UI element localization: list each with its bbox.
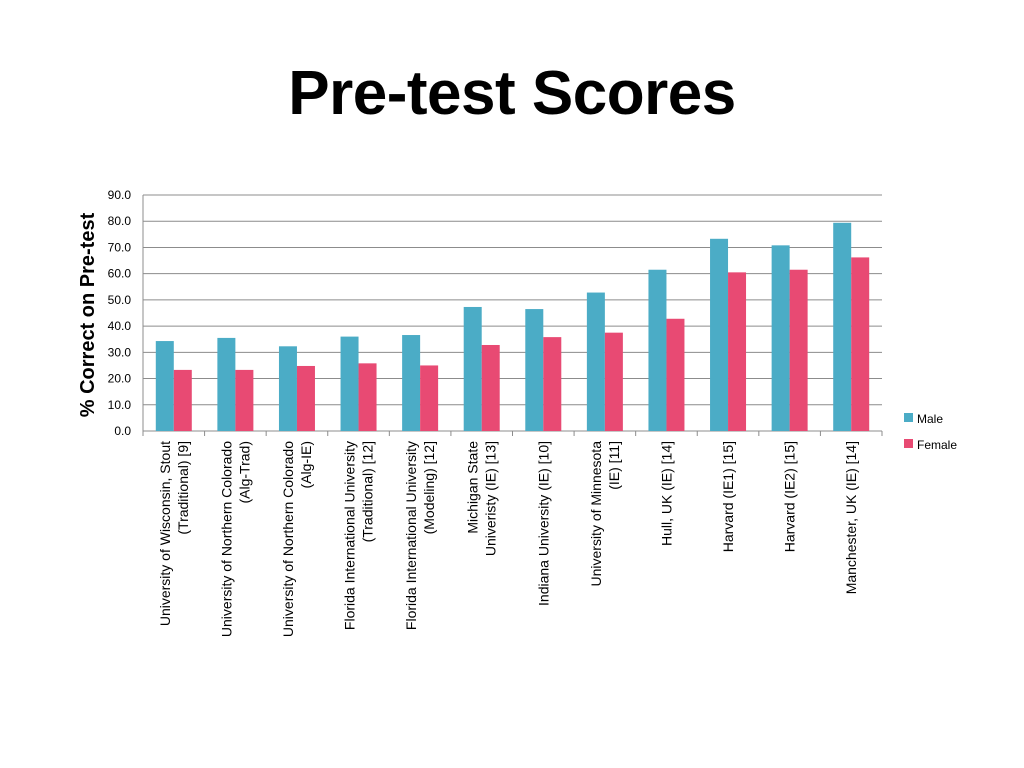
bar-female: [543, 337, 562, 431]
category-label: Florida International University (Modelin…: [403, 441, 437, 630]
category-label: Manchester, UK (IE) [14]: [843, 441, 859, 594]
legend: Male Female: [904, 412, 957, 452]
bar-male: [340, 336, 359, 431]
bar-female: [420, 365, 439, 431]
bar-female: [728, 272, 747, 431]
bar-female: [235, 369, 254, 431]
y-tick-label: 70.0: [108, 240, 132, 254]
y-axis-label: % Correct on Pre-test: [77, 212, 99, 417]
bar-female: [666, 318, 685, 431]
category-label: Harvard (IE2) [15]: [782, 441, 798, 552]
y-tick-label: 20.0: [108, 372, 132, 386]
category-label: Florida International University (Traditi…: [342, 441, 376, 630]
category-label: Harvard (IE1) [15]: [720, 441, 736, 552]
bar-male: [833, 222, 852, 431]
y-tick-labels: 0.0 10.0 20.0 30.0 40.0 50.0 60.0 70.0 80.0 90.0: [108, 188, 132, 438]
y-tick-label: 60.0: [108, 267, 132, 281]
bar-female: [358, 363, 377, 431]
bar-male: [278, 346, 297, 431]
bar-female: [789, 269, 808, 431]
y-tick-label: 0.0: [114, 424, 131, 438]
bar-male: [771, 245, 790, 431]
bars: [155, 222, 870, 431]
bar-female: [604, 332, 623, 431]
category-label: University of Northern Colorado (Alg-Trad…: [218, 441, 252, 637]
bar-male: [710, 238, 729, 431]
legend-label-male: Male: [917, 412, 943, 426]
category-label: University of Minnesota (IE) [11]: [588, 441, 622, 587]
bar-male: [217, 337, 236, 431]
legend-label-female: Female: [917, 438, 957, 452]
y-tick-label: 50.0: [108, 293, 132, 307]
category-label: Indiana University (IE) [10]: [535, 441, 551, 606]
gridlines: [142, 194, 883, 436]
bar-female: [481, 344, 500, 431]
category-label: Hull, UK (IE) [14]: [658, 441, 674, 546]
category-labels: University of Wisconsin, Stout (Tradition…: [157, 441, 859, 637]
y-tick-label: 30.0: [108, 345, 132, 359]
bar-male: [402, 335, 421, 431]
bar-male: [648, 269, 667, 431]
legend-swatch-female: [904, 439, 913, 448]
y-tick-label: 40.0: [108, 319, 132, 333]
bar-male: [525, 309, 544, 431]
y-tick-label: 10.0: [108, 398, 132, 412]
bar-male: [463, 306, 482, 431]
bar-male: [155, 341, 174, 431]
legend-swatch-male: [904, 413, 913, 422]
bar-female: [173, 369, 192, 431]
category-label: Michigan State Univeristy (IE) [13]: [465, 441, 499, 556]
bar-female: [296, 365, 315, 431]
bar-male: [586, 292, 605, 431]
category-label: University of Wisconsin, Stout (Tradition…: [157, 441, 191, 626]
slide-title: Pre-test Scores: [288, 59, 736, 128]
bar-female: [851, 257, 870, 431]
category-label: University of Northern Colorado (Alg-IE): [280, 441, 314, 637]
y-tick-label: 80.0: [108, 214, 132, 228]
y-tick-label: 90.0: [108, 188, 132, 202]
